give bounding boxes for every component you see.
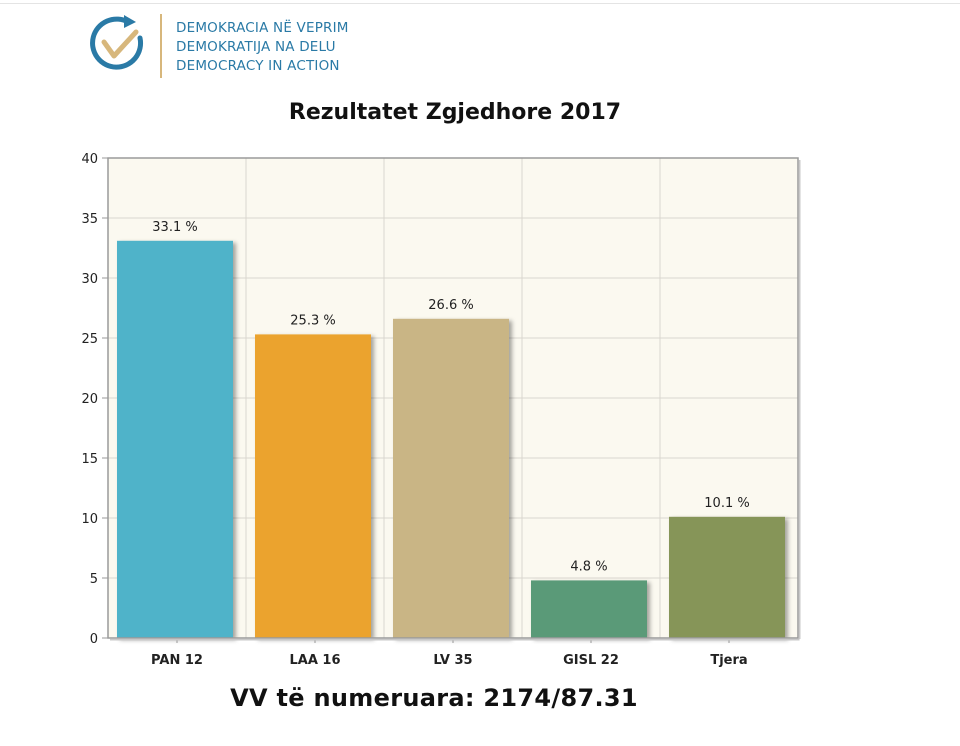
y-tick-label: 25 (81, 332, 98, 347)
y-tick-label: 0 (90, 632, 98, 647)
data-label: 25.3 % (290, 313, 335, 328)
y-tick-label: 20 (81, 392, 98, 407)
logo-text: DEMOKRACIA NË VEPRIM DEMOKRATIJA NA DELU… (176, 19, 349, 76)
bar-pan-12 (117, 240, 233, 639)
y-tick-label: 10 (81, 512, 98, 527)
x-tick-label: PAN 12 (151, 653, 203, 668)
bar-gisl-22 (531, 580, 647, 638)
logo-icon (90, 15, 144, 70)
data-label: 10.1 % (704, 496, 749, 511)
x-tick-label: GISL 22 (563, 653, 619, 668)
data-label: 26.6 % (428, 298, 473, 313)
x-tick-label: LV 35 (433, 653, 472, 668)
counted-polling-stations: VV të numeruara: 2174/87.31 (230, 684, 638, 712)
y-tick-label: 40 (81, 152, 98, 167)
plot-border (107, 157, 799, 639)
y-tick-label: 30 (81, 272, 98, 287)
x-tick-label: LAA 16 (289, 653, 340, 668)
bar-lv-35 (393, 318, 509, 638)
data-label: 33.1 % (152, 220, 197, 235)
y-tick-label: 5 (90, 572, 98, 587)
logo-line-albanian: DEMOKRACIA NË VEPRIM (176, 20, 349, 36)
top-divider-line (0, 3, 960, 4)
bar-tjera (669, 516, 785, 638)
logo-divider (160, 14, 162, 78)
logo-line-serbian: DEMOKRATIJA NA DELU (176, 39, 336, 55)
chart-title: Rezultatet Zgjedhore 2017 (288, 100, 622, 125)
data-label: 4.8 % (570, 559, 607, 574)
logo-line-english: DEMOCRACY IN ACTION (176, 58, 340, 74)
y-tick-label: 15 (81, 452, 98, 467)
bar-laa-16 (255, 334, 371, 638)
x-tick-label: Tjera (710, 653, 747, 668)
y-tick-label: 35 (81, 212, 98, 227)
